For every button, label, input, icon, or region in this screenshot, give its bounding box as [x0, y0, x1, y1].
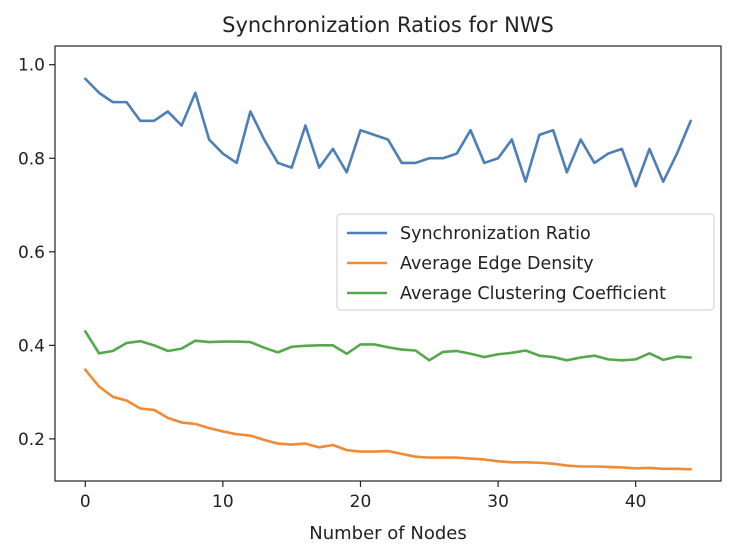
y-tick-label: 0.6 [18, 243, 45, 263]
y-tick-label: 1.0 [18, 56, 45, 76]
y-tick-label: 0.4 [18, 336, 45, 356]
series-line-average-edge-density [83, 368, 693, 471]
y-tick-label: 0.2 [18, 430, 45, 450]
x-tick-label: 10 [212, 492, 234, 512]
x-axis-label: Number of Nodes [309, 523, 466, 544]
chart-title: Synchronization Ratios for NWS [222, 13, 554, 37]
legend-box [336, 213, 715, 311]
plot-area [83, 77, 693, 471]
legend-label: Synchronization Ratio [400, 224, 591, 244]
y-tick-label: 0.8 [18, 149, 45, 169]
legend-label: Average Clustering Coefficient [400, 284, 666, 304]
axis-ticks: 0 10 20 30 40 0.2 0.4 0.6 0.8 1.0 [18, 56, 647, 512]
series-line-synchronization-ratio [83, 77, 693, 188]
x-tick-label: 40 [625, 492, 647, 512]
plot-frame [54, 45, 722, 482]
x-tick-label: 20 [350, 492, 372, 512]
legend: Synchronization Ratio Average Edge Densit… [336, 213, 715, 311]
legend-label: Average Edge Density [400, 254, 594, 274]
x-tick-label: 0 [80, 492, 91, 512]
series-line-average-clustering-coefficient [83, 330, 693, 362]
x-tick-label: 30 [487, 492, 509, 512]
